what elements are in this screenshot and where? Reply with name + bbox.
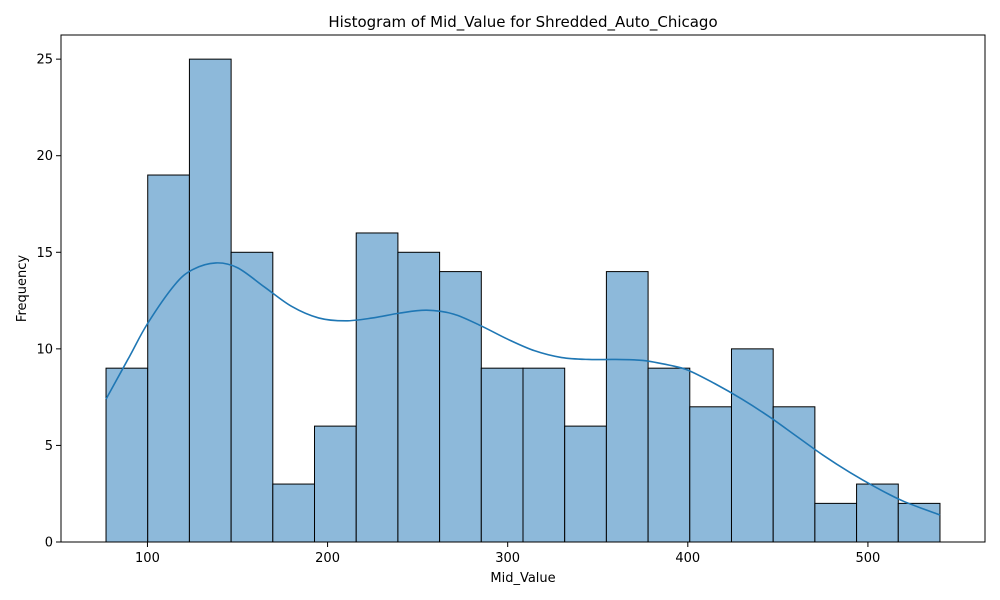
histogram-bar (397, 251, 441, 543)
histogram-bar (730, 348, 774, 543)
x-tick-label: 200 (315, 551, 340, 566)
histogram-bar (647, 367, 691, 543)
histogram-bar (188, 58, 232, 543)
histogram-bar (897, 502, 941, 543)
kde-layer (105, 262, 941, 516)
histogram-bar (355, 232, 399, 543)
histogram-bar (522, 367, 566, 543)
y-axis-label: Frequency (15, 255, 30, 322)
histogram-bar (564, 425, 607, 543)
histogram-bar (105, 367, 149, 543)
y-tick-label: 5 (45, 439, 53, 454)
plot-frame (60, 34, 986, 543)
histogram-bar (230, 251, 274, 543)
histogram-bar (314, 425, 357, 543)
histogram-bar (689, 406, 732, 543)
histogram-bar (480, 367, 524, 543)
y-tick-label: 20 (36, 149, 53, 164)
y-tick-label: 0 (45, 536, 53, 551)
y-axis-ticks: 0 5 10 15 20 25 (36, 53, 61, 551)
x-axis-ticks: 100 200 300 400 500 (135, 542, 880, 566)
chart-title: Histogram of Mid_Value for Shredded_Auto… (328, 13, 717, 32)
histogram-bar (272, 483, 316, 543)
histogram-bar (772, 406, 816, 543)
kde-line (105, 262, 941, 516)
y-tick-label: 25 (36, 53, 53, 68)
bars-layer (105, 58, 941, 543)
histogram-bar (814, 502, 858, 543)
x-tick-label: 400 (675, 551, 700, 566)
histogram-bar (147, 174, 190, 543)
histogram-bar (856, 483, 899, 543)
x-tick-label: 500 (856, 551, 881, 566)
histogram-bar (605, 271, 649, 543)
x-tick-label: 300 (495, 551, 520, 566)
y-tick-label: 10 (36, 342, 53, 357)
x-axis-label: Mid_Value (490, 571, 555, 586)
y-tick-label: 15 (36, 246, 53, 261)
x-tick-label: 100 (135, 551, 160, 566)
